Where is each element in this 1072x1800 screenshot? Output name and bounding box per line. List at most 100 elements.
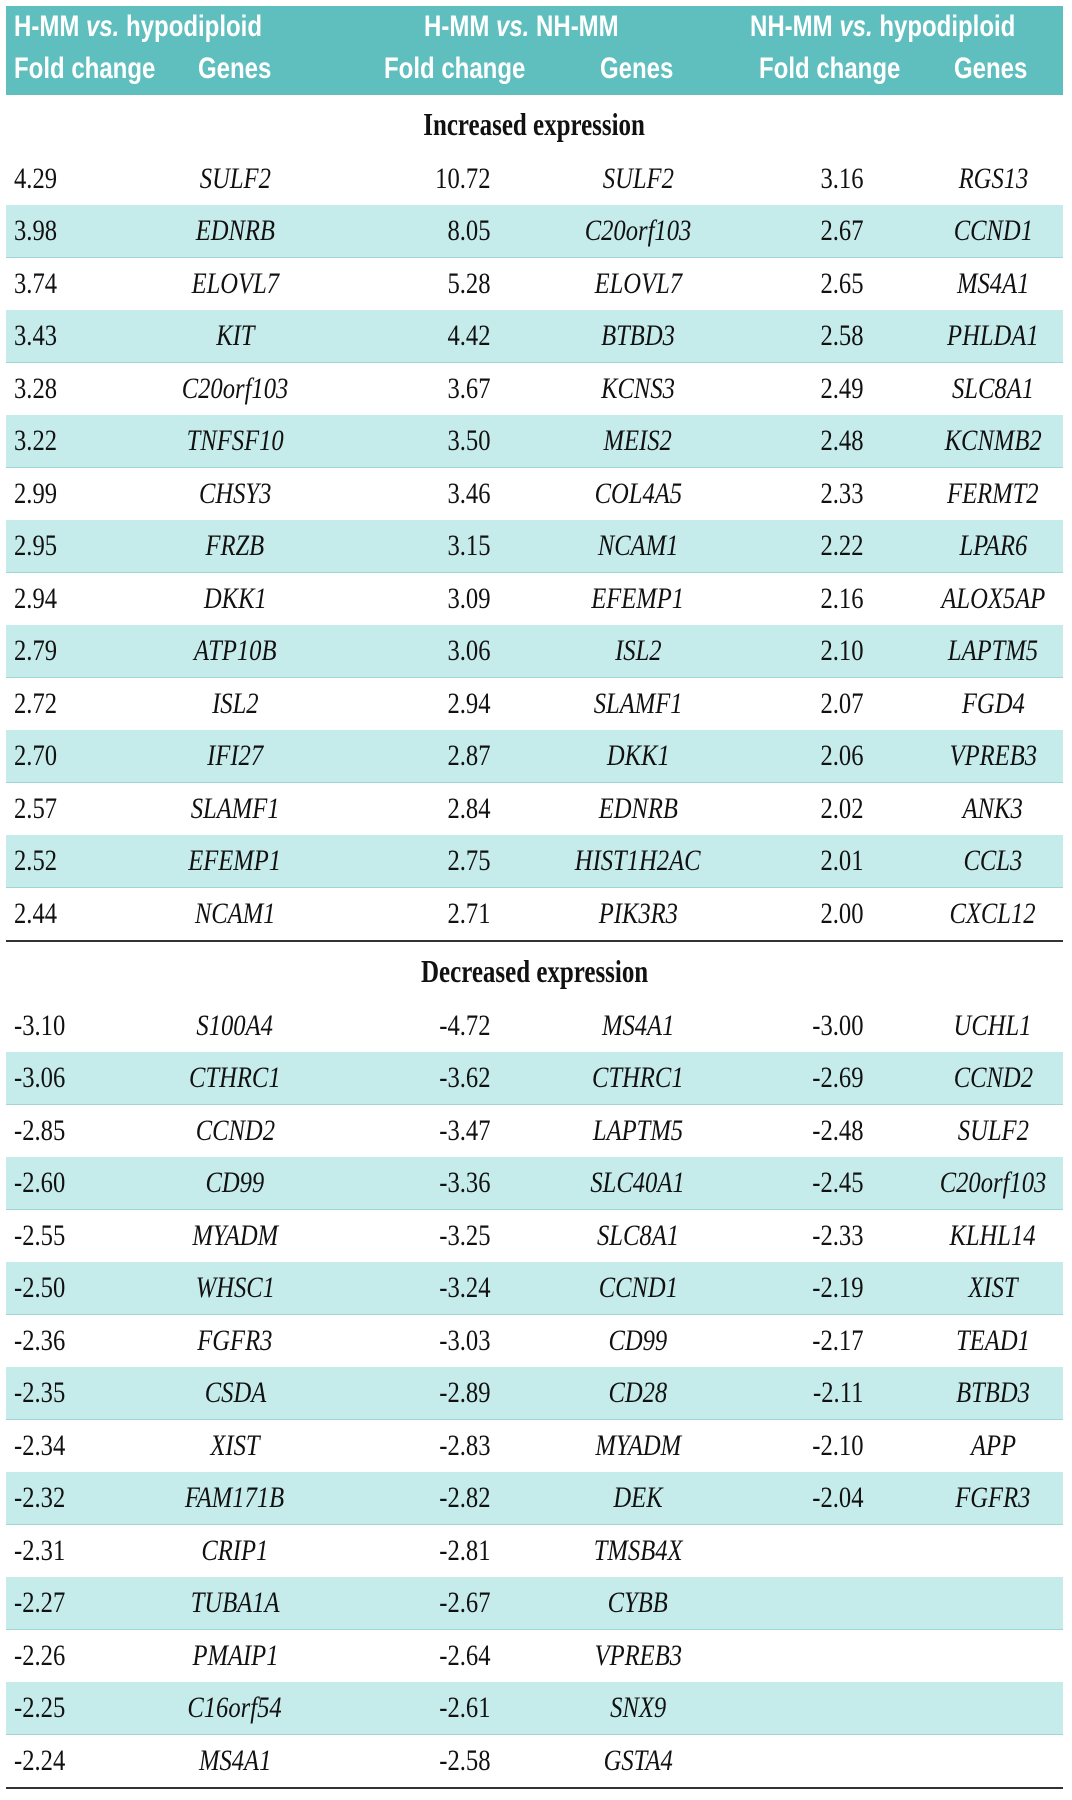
- fold-change-cell: 3.98: [6, 205, 150, 258]
- fold-change-cell: 2.01: [776, 835, 923, 888]
- fold-change-value: -2.50: [14, 1271, 66, 1304]
- gene-cell: CD99: [150, 1157, 320, 1210]
- col-header-genes: Genes: [954, 52, 1028, 85]
- col-header-fold-change: Fold change: [759, 52, 901, 85]
- gene-cell: PIK3R3: [500, 888, 776, 941]
- fold-change-cell: -2.60: [6, 1157, 150, 1210]
- fold-change-value: 3.98: [14, 214, 58, 247]
- fold-change-cell: -2.81: [320, 1525, 500, 1578]
- gene-name: FRZB: [205, 529, 265, 562]
- gene-cell: UCHL1: [923, 1000, 1063, 1052]
- gene-name: NCAM1: [597, 529, 679, 562]
- gene-cell: [923, 1735, 1063, 1788]
- fold-change-cell: 3.22: [6, 415, 150, 468]
- fold-change-cell: 2.94: [6, 573, 150, 626]
- fold-change-value: 3.09: [446, 582, 490, 615]
- fold-change-cell: 2.94: [320, 678, 500, 731]
- fold-change-value: -2.34: [14, 1429, 66, 1462]
- fold-change-cell: -3.36: [320, 1157, 500, 1210]
- table-header: H-MM vs. hypodiploid H-MM vs. NH-MM NH-M…: [6, 6, 1063, 95]
- fold-change-value: -2.17: [811, 1324, 863, 1357]
- gene-cell: GSTA4: [500, 1735, 776, 1788]
- fold-change-value: 3.28: [14, 372, 58, 405]
- fold-change-cell: -2.33: [776, 1210, 923, 1263]
- gene-name: SLC40A1: [590, 1166, 686, 1199]
- gene-expression-table: Increased expression 4.29 SULF2 10.72 SULF2 3…: [6, 95, 1063, 1789]
- fold-change-value: 2.84: [446, 792, 490, 825]
- fold-change-cell: 2.00: [776, 888, 923, 941]
- table-row: -2.85 CCND2 -3.47 LAPTM5 -2.48 SULF2: [6, 1105, 1063, 1158]
- gene-cell: MEIS2: [500, 415, 776, 468]
- fold-change-value: 2.22: [819, 529, 863, 562]
- gene-cell: EDNRB: [150, 205, 320, 258]
- gene-cell: FERMT2: [923, 468, 1063, 521]
- fold-change-value: -3.03: [438, 1324, 490, 1357]
- table-row: -2.25 C16orf54 -2.61 SNX9: [6, 1682, 1063, 1735]
- gene-name: EDNRB: [598, 792, 678, 825]
- gene-name: SLAMF1: [593, 687, 683, 720]
- fold-change-cell: 2.44: [6, 888, 150, 941]
- section-title: Increased expression: [6, 95, 1063, 153]
- fold-change-cell: 2.57: [6, 783, 150, 836]
- table-row: -2.50 WHSC1 -3.24 CCND1 -2.19 XIST: [6, 1262, 1063, 1315]
- fold-change-cell: 3.28: [6, 363, 150, 416]
- table-row: -2.24 MS4A1 -2.58 GSTA4: [6, 1735, 1063, 1788]
- fold-change-cell: -2.67: [320, 1577, 500, 1630]
- gene-cell: SULF2: [150, 153, 320, 205]
- fold-change-value: 2.75: [446, 844, 490, 877]
- fold-change-value: -2.25: [14, 1691, 66, 1724]
- col-header-fold-change: Fold change: [384, 52, 526, 85]
- gene-cell: FAM171B: [150, 1472, 320, 1525]
- fold-change-value: 2.01: [819, 844, 863, 877]
- fold-change-cell: 3.46: [320, 468, 500, 521]
- gene-name: CCL3: [963, 844, 1023, 877]
- table-row: 4.29 SULF2 10.72 SULF2 3.16 RGS13: [6, 153, 1063, 205]
- fold-change-cell: -2.82: [320, 1472, 500, 1525]
- gene-cell: C20orf103: [923, 1157, 1063, 1210]
- fold-change-value: 2.10: [819, 634, 863, 667]
- fold-change-value: -2.19: [811, 1271, 863, 1304]
- gene-cell: CTHRC1: [500, 1052, 776, 1105]
- gene-cell: HIST1H2AC: [500, 835, 776, 888]
- gene-name: CCND1: [953, 214, 1033, 247]
- fold-change-cell: 3.09: [320, 573, 500, 626]
- gene-name: ANK3: [962, 792, 1024, 825]
- gene-cell: IFI27: [150, 730, 320, 783]
- gene-name: VPREB3: [594, 1639, 682, 1672]
- fold-change-value: -2.55: [14, 1219, 66, 1252]
- fold-change-value: 2.57: [14, 792, 58, 825]
- fold-change-cell: -2.64: [320, 1630, 500, 1683]
- gene-name: CHSY3: [198, 477, 272, 510]
- gene-cell: EFEMP1: [500, 573, 776, 626]
- gene-name: SLC8A1: [596, 1219, 680, 1252]
- gene-cell: PMAIP1: [150, 1630, 320, 1683]
- gene-cell: FGFR3: [923, 1472, 1063, 1525]
- fold-change-value: -2.69: [811, 1061, 863, 1094]
- fold-change-cell: 2.70: [6, 730, 150, 783]
- gene-name: MS4A1: [198, 1744, 272, 1777]
- fold-change-value: 2.44: [14, 897, 58, 930]
- gene-name: C20orf103: [939, 1166, 1047, 1199]
- gene-cell: SNX9: [500, 1682, 776, 1735]
- gene-cell: MS4A1: [500, 1000, 776, 1052]
- fold-change-cell: 3.16: [776, 153, 923, 205]
- table-row: -2.35 CSDA -2.89 CD28 -2.11 BTBD3: [6, 1367, 1063, 1420]
- gene-name: CD99: [205, 1166, 265, 1199]
- gene-cell: TUBA1A: [150, 1577, 320, 1630]
- fold-change-value: 3.15: [446, 529, 490, 562]
- section-title-text: Increased expression: [423, 105, 646, 142]
- fold-change-value: 3.22: [14, 424, 58, 457]
- gene-name: CTHRC1: [189, 1061, 281, 1094]
- table-row: 2.70 IFI27 2.87 DKK1 2.06 VPREB3: [6, 730, 1063, 783]
- fold-change-value: -2.04: [811, 1481, 863, 1514]
- fold-change-cell: -2.89: [320, 1367, 500, 1420]
- gene-name: C20orf103: [181, 372, 289, 405]
- table-row: 3.98 EDNRB 8.05 C20orf103 2.67 CCND1: [6, 205, 1063, 258]
- gene-cell: TEAD1: [923, 1315, 1063, 1368]
- gene-cell: WHSC1: [150, 1262, 320, 1315]
- fold-change-cell: -2.58: [320, 1735, 500, 1788]
- fold-change-cell: -2.61: [320, 1682, 500, 1735]
- fold-change-cell: 4.42: [320, 310, 500, 363]
- col-header-genes: Genes: [600, 52, 674, 85]
- gene-name: TMSB4X: [593, 1534, 683, 1567]
